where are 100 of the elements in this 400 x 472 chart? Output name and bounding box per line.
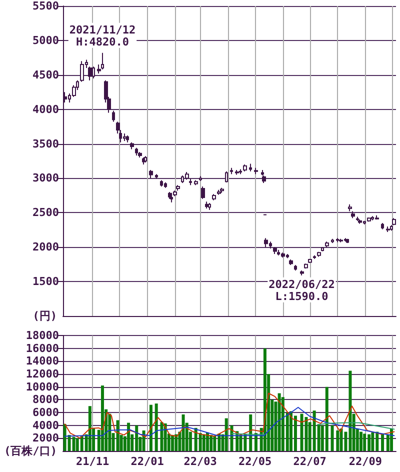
y-tick-label: 14000	[26, 354, 59, 368]
candlestick	[135, 147, 138, 156]
candlestick	[331, 238, 334, 244]
bar	[88, 406, 92, 451]
bar	[336, 430, 340, 451]
candlestick	[339, 238, 343, 243]
candlestick	[300, 270, 304, 276]
bar	[325, 386, 328, 451]
candlestick	[308, 258, 312, 264]
y-tick-label: 16000	[26, 342, 59, 355]
bar	[371, 432, 374, 451]
bar	[340, 428, 343, 451]
y-tick-label: 2000	[32, 432, 59, 445]
y-tick-label: 2500	[32, 206, 59, 220]
y-tick-label: 10000	[26, 380, 59, 394]
candlestick	[123, 132, 127, 142]
y-tick-label: 18000	[26, 329, 59, 342]
x-tick-label: 22/03	[184, 455, 217, 468]
annotation: 2021/11/12 H:4820.0	[69, 23, 136, 48]
y-tick-label: 12000	[26, 368, 59, 380]
candlestick	[199, 176, 202, 182]
bar	[363, 434, 366, 451]
candlestick	[112, 110, 115, 122]
candlestick	[201, 186, 205, 200]
candlestick	[217, 189, 221, 196]
candlestick	[212, 194, 216, 201]
bar	[108, 414, 112, 451]
candlestick	[346, 238, 349, 244]
x-tick-label: 22/07	[293, 455, 326, 468]
candlestick	[230, 167, 233, 175]
bar	[263, 348, 266, 451]
annotation: 2022/06/22 L:1590.0	[268, 278, 335, 303]
candlestick	[149, 169, 153, 179]
bar	[100, 386, 104, 451]
y-tick-label: 6000	[32, 406, 59, 419]
x-tick-label: 22/01	[130, 455, 164, 468]
bar	[154, 404, 158, 451]
y-tick-label: 4500	[32, 68, 59, 82]
bar	[116, 420, 120, 451]
candlestick	[130, 142, 134, 150]
line-series	[64, 406, 395, 437]
x-tick-label: 22/09	[348, 455, 382, 468]
candlestick	[254, 167, 258, 175]
bar	[72, 436, 76, 451]
candlestick	[358, 219, 362, 224]
bar	[300, 414, 304, 451]
candlestick	[264, 238, 268, 248]
candlestick	[348, 204, 352, 212]
candlestick	[160, 180, 163, 187]
y-axis-title: (百株/口)	[4, 444, 57, 458]
candlestick	[155, 174, 158, 180]
bar	[278, 393, 281, 451]
candlestick	[317, 251, 321, 258]
candlestick	[386, 226, 390, 232]
candlestick	[321, 246, 324, 252]
candlestick	[294, 264, 297, 272]
y-tick-label: 4000	[32, 102, 59, 116]
y-tick-label: 8000	[32, 393, 59, 406]
candlestick	[194, 180, 198, 186]
y-tick-label: 3500	[32, 137, 59, 150]
bar	[171, 434, 174, 451]
candlestick	[351, 210, 355, 219]
candlestick	[126, 135, 129, 143]
bar	[174, 434, 178, 451]
candlestick	[189, 178, 192, 186]
bar	[239, 434, 242, 451]
candlestick	[101, 52, 104, 70]
candlestick	[243, 164, 247, 172]
line-series	[64, 392, 395, 439]
y-axis-title: (円)	[32, 310, 57, 322]
bar	[182, 414, 185, 451]
candlestick	[273, 246, 277, 254]
candlestick	[225, 170, 228, 183]
candlestick	[381, 222, 384, 230]
bar	[224, 418, 228, 451]
candlestick	[375, 214, 379, 220]
candlestick	[80, 60, 84, 82]
bar	[149, 404, 152, 451]
candlestick	[235, 169, 239, 176]
bar	[206, 432, 210, 451]
candlestick	[281, 252, 285, 258]
y-tick-label: 1500	[32, 275, 59, 288]
candlestick	[164, 182, 167, 188]
y-tick-label: 2000	[32, 240, 59, 254]
bar	[160, 422, 164, 451]
candlestick	[185, 172, 189, 180]
bar	[127, 422, 130, 451]
bar	[381, 434, 384, 451]
candlestick	[92, 66, 95, 79]
candlestick	[220, 187, 224, 194]
bar	[330, 425, 334, 451]
candlestick	[289, 259, 293, 266]
y-tick-label: 5000	[32, 34, 59, 47]
x-tick-label: 22/05	[238, 455, 272, 468]
y-tick-label: 3000	[32, 172, 59, 185]
candlestick	[138, 152, 142, 158]
x-tick-label: 21/11	[76, 455, 110, 468]
candlestick	[208, 202, 211, 210]
candlestick	[205, 201, 208, 210]
candlestick	[313, 254, 316, 260]
